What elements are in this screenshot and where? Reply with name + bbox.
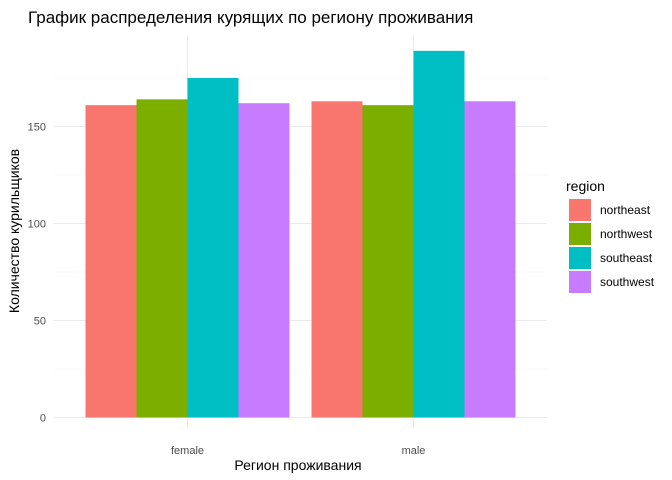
chart-title: График распределения курящих по региону … — [28, 8, 473, 27]
legend-label: southwest — [600, 275, 655, 289]
legend-title: region — [566, 178, 605, 194]
y-axis-ticks: 0 50 100 150 — [28, 122, 46, 425]
y-tick-label: 50 — [34, 316, 46, 328]
legend-swatch-southwest — [569, 271, 591, 293]
bar-male-southwest — [464, 101, 516, 418]
legend-swatch-northeast — [569, 199, 591, 221]
y-tick-label: 100 — [28, 219, 46, 231]
bar-female-southeast — [187, 78, 239, 418]
bar-female-southwest — [238, 103, 290, 418]
y-tick-label: 150 — [28, 122, 46, 134]
legend-label: northwest — [600, 227, 653, 241]
bar-female-northeast — [85, 105, 137, 418]
x-tick-label: male — [402, 445, 426, 457]
legend-label: northeast — [600, 203, 651, 217]
legend-swatch-northwest — [569, 223, 591, 245]
bar-male-northwest — [362, 105, 414, 418]
x-axis-ticks: female male — [171, 445, 425, 457]
y-tick-label: 0 — [40, 413, 46, 425]
x-axis-label: Регион проживания — [234, 457, 361, 473]
legend: region northeast northwest southeast southw… — [566, 178, 655, 293]
bar-female-northwest — [136, 99, 188, 418]
y-axis-label: Количество курильщиков — [6, 149, 22, 313]
legend-label: southeast — [600, 251, 653, 265]
bar-male-southeast — [413, 50, 465, 418]
x-tick-label: female — [171, 445, 204, 457]
bar-male-northeast — [311, 101, 363, 418]
bars — [85, 50, 516, 418]
legend-swatch-southeast — [569, 247, 591, 269]
